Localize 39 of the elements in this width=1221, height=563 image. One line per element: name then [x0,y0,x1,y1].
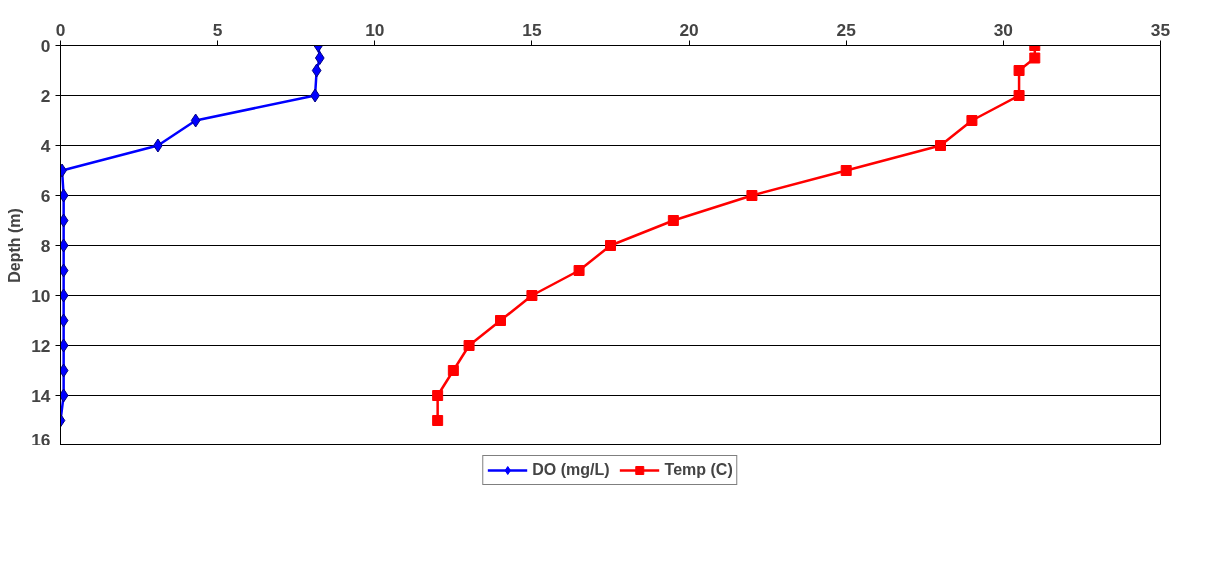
point [746,190,758,201]
y-tick-label: 2 [40,85,51,106]
y-tick-label: 14 [31,385,51,406]
point [1013,90,1025,101]
x-tick-label: 0 [55,19,66,40]
point [573,265,585,276]
x-tick-label: 15 [522,19,542,40]
point [1029,52,1041,64]
point [495,315,506,326]
point [314,51,325,65]
x-tick-label: 10 [365,19,385,40]
x-tick-label: 25 [836,19,857,40]
x-tick-label: 35 [1150,19,1171,40]
y-tick-label: 16 [31,429,51,450]
y-tick-label: 6 [40,185,51,206]
x-tick-label: 30 [993,19,1013,40]
point [667,215,679,226]
legend-label: DO (mg/L) [532,461,610,479]
point [935,140,946,151]
y-tick-label: 10 [31,285,51,306]
point [1013,65,1025,76]
point [966,115,978,126]
x-tick-label: 5 [212,19,223,40]
x-tick-label: 20 [679,19,699,40]
y-tick-label: 0 [40,35,51,56]
y-tick-label: 4 [40,135,51,156]
point [605,240,616,251]
legend-label: Temp (C) [664,461,733,479]
point [432,415,444,426]
y-axis-title: Depth (m) [6,208,24,283]
point [311,63,322,78]
point [447,365,459,376]
y-tick-label: 12 [31,335,51,356]
point [526,290,538,301]
point [840,165,852,176]
point [432,390,444,401]
point [463,340,475,351]
point [190,113,201,128]
y-tick-label: 8 [40,235,51,256]
